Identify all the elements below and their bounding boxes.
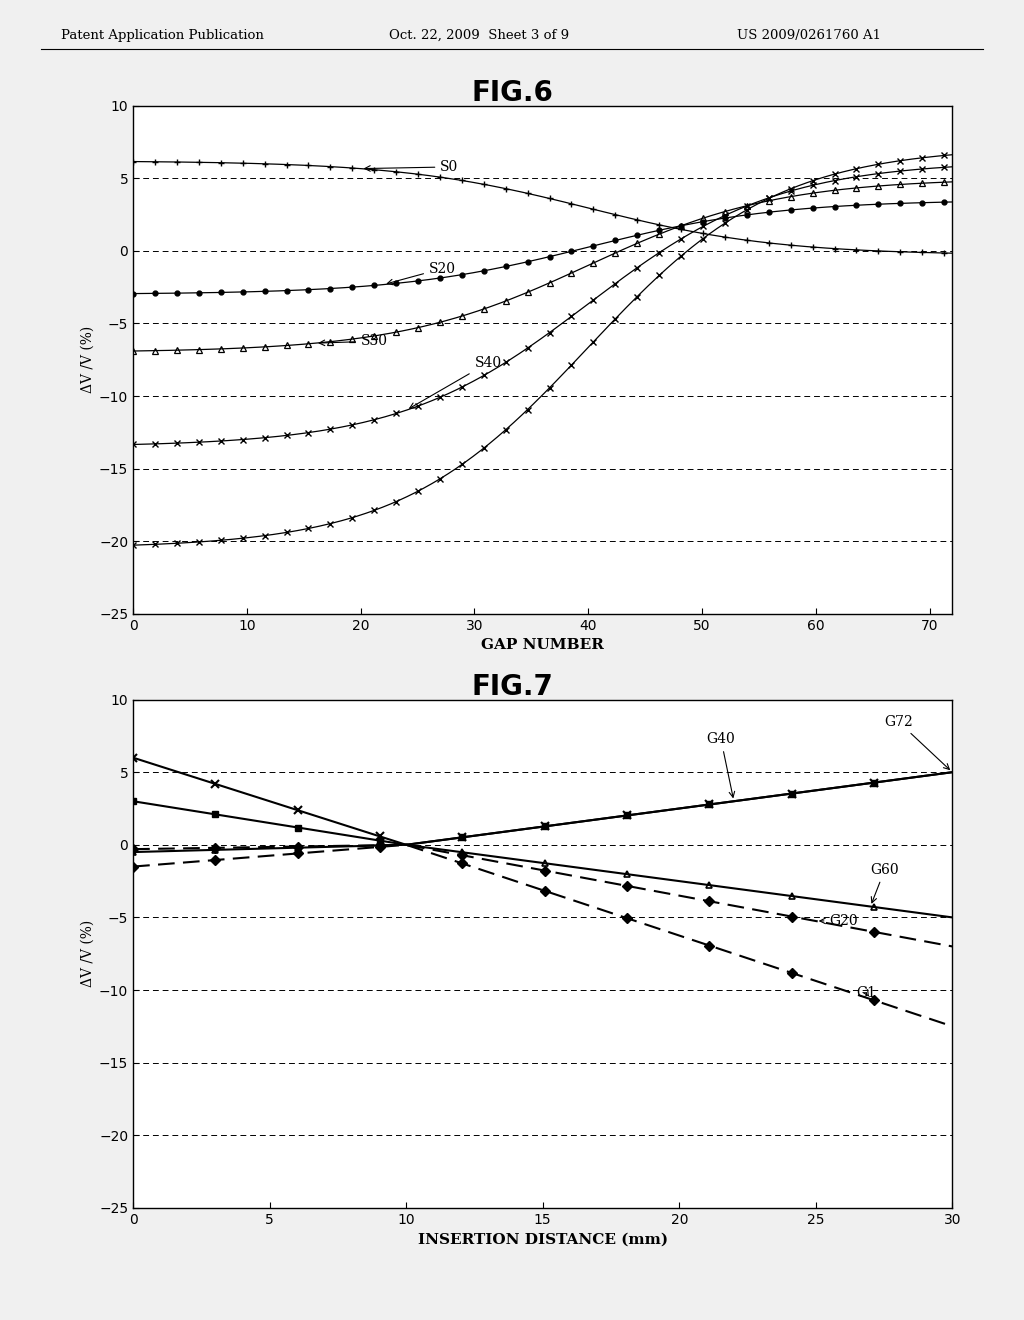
- Text: S0: S0: [365, 160, 459, 174]
- Text: G60: G60: [870, 863, 899, 903]
- Text: G1: G1: [857, 986, 877, 1001]
- X-axis label: GAP NUMBER: GAP NUMBER: [481, 638, 604, 652]
- Text: G72: G72: [884, 714, 949, 770]
- Y-axis label: ΔV /V (%): ΔV /V (%): [81, 920, 95, 987]
- Text: S30: S30: [319, 334, 388, 348]
- Text: Patent Application Publication: Patent Application Publication: [61, 29, 264, 42]
- Text: US 2009/0261760 A1: US 2009/0261760 A1: [737, 29, 882, 42]
- Text: S40: S40: [410, 356, 502, 408]
- Text: FIG.7: FIG.7: [471, 673, 553, 701]
- X-axis label: INSERTION DISTANCE (mm): INSERTION DISTANCE (mm): [418, 1232, 668, 1246]
- Text: FIG.6: FIG.6: [471, 79, 553, 107]
- Text: Oct. 22, 2009  Sheet 3 of 9: Oct. 22, 2009 Sheet 3 of 9: [389, 29, 569, 42]
- Text: G20: G20: [820, 913, 858, 928]
- Text: G40: G40: [707, 733, 735, 797]
- Text: S20: S20: [387, 261, 456, 285]
- Y-axis label: ΔV /V (%): ΔV /V (%): [81, 326, 95, 393]
